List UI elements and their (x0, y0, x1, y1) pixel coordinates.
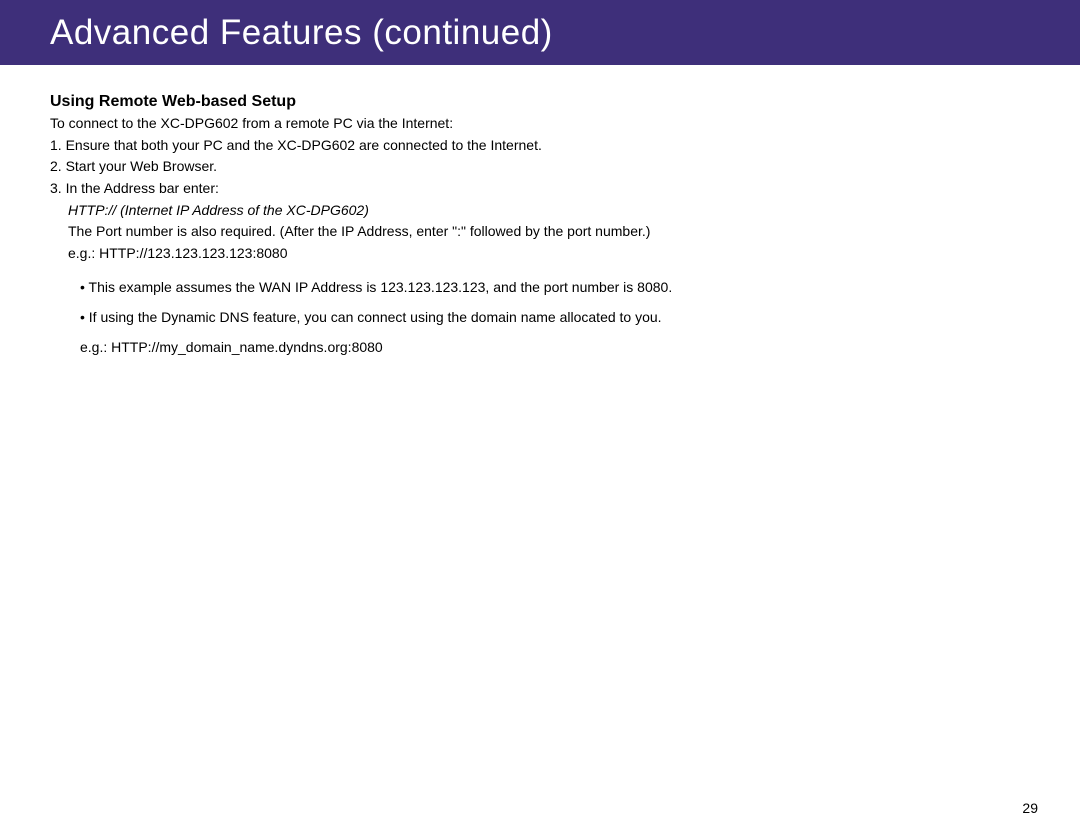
section-heading: Using Remote Web-based Setup (50, 93, 1030, 111)
step-3-address-format: HTTP:// (Internet IP Address of the XC-D… (68, 200, 1030, 222)
header-band: Advanced Features (continued) (0, 0, 1080, 65)
bullet-item: • This example assumes the WAN IP Addres… (80, 279, 1030, 295)
step-1: 1. Ensure that both your PC and the XC-D… (50, 135, 1030, 157)
bullet-item: e.g.: HTTP://my_domain_name.dyndns.org:8… (80, 339, 1030, 355)
bullet-item: • If using the Dynamic DNS feature, you … (80, 309, 1030, 325)
content-area: Using Remote Web-based Setup To connect … (0, 65, 1080, 355)
bullet-list: • This example assumes the WAN IP Addres… (80, 279, 1030, 355)
step-3: 3. In the Address bar enter: (50, 178, 1030, 200)
step-2: 2. Start your Web Browser. (50, 156, 1030, 178)
intro-text: To connect to the XC-DPG602 from a remot… (50, 113, 1030, 135)
step-3-port-note: The Port number is also required. (After… (68, 221, 1030, 243)
page-number: 29 (1022, 800, 1038, 816)
step-3-example: e.g.: HTTP://123.123.123.123:8080 (68, 243, 1030, 265)
page-title: Advanced Features (continued) (50, 13, 553, 53)
